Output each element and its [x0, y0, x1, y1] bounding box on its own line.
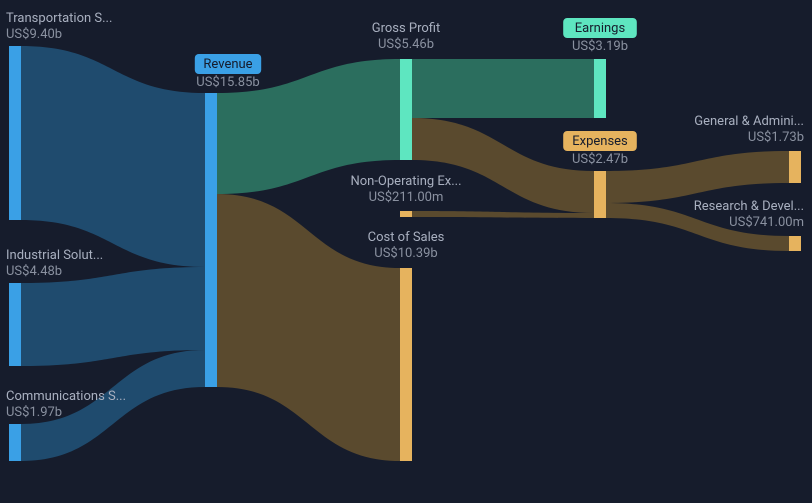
value-ga: US$1.73b: [748, 130, 804, 145]
label-rd: Research & Devel...: [694, 199, 804, 214]
value-transportation: US$9.40b: [6, 27, 62, 42]
label-ga: General & Admini...: [694, 114, 804, 129]
value-cost_of_sales: US$10.39b: [374, 246, 437, 261]
node-expenses[interactable]: [594, 171, 606, 218]
label-revenue: Revenue: [203, 57, 252, 72]
label-communications: Communications S...: [6, 389, 126, 404]
value-gross_profit: US$5.46b: [378, 37, 434, 52]
label-gross_profit: Gross Profit: [372, 21, 441, 36]
node-cost_of_sales[interactable]: [400, 268, 412, 461]
label-earnings: Earnings: [575, 21, 626, 36]
node-gross_profit[interactable]: [400, 59, 412, 160]
node-rd[interactable]: [789, 236, 801, 251]
value-expenses: US$2.47b: [572, 152, 628, 167]
node-transportation[interactable]: [9, 46, 21, 220]
value-revenue: US$15.85b: [196, 75, 259, 90]
node-revenue[interactable]: [205, 93, 217, 387]
node-ga[interactable]: [789, 151, 801, 183]
label-expenses: Expenses: [572, 134, 628, 149]
label-cost_of_sales: Cost of Sales: [368, 230, 445, 245]
label-transportation: Transportation S...: [6, 11, 112, 26]
value-communications: US$1.97b: [6, 405, 62, 420]
value-rd: US$741.00m: [729, 215, 804, 230]
sankey-chart: Transportation S...US$9.40b Industrial So…: [0, 0, 812, 503]
node-nonop[interactable]: [400, 211, 412, 217]
value-industrial: US$4.48b: [6, 264, 62, 279]
label-industrial: Industrial Solut...: [6, 248, 103, 263]
label-nonop: Non-Operating Ex...: [350, 174, 461, 189]
node-communications[interactable]: [9, 424, 21, 461]
node-industrial[interactable]: [9, 283, 21, 366]
link-gross_profit-to-earnings: [412, 59, 594, 118]
node-earnings[interactable]: [594, 59, 606, 118]
value-earnings: US$3.19b: [572, 39, 628, 54]
value-nonop: US$211.00m: [369, 190, 444, 205]
